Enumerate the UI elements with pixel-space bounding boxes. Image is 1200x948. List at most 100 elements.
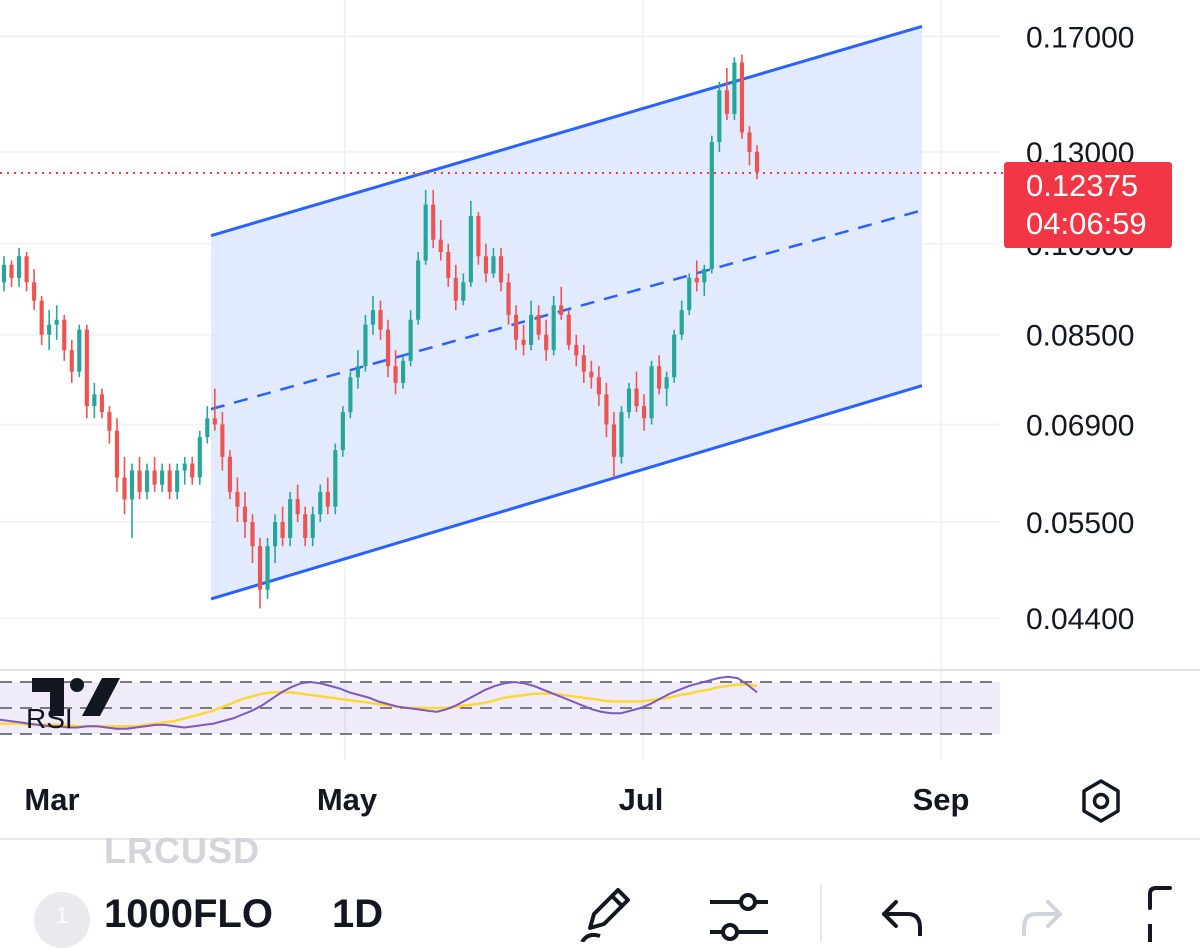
candle-body <box>739 62 745 133</box>
candle-body <box>717 90 722 143</box>
toolbar-separator <box>820 884 822 942</box>
candle-body <box>709 142 714 270</box>
candle-body <box>634 388 639 407</box>
candle-body <box>333 450 338 507</box>
candle-body <box>626 388 632 413</box>
candle-body <box>303 514 308 538</box>
candle-body <box>544 334 549 351</box>
rsi-indicator-label[interactable]: RSI <box>26 703 73 734</box>
candle-body <box>423 204 428 261</box>
candle-body <box>114 430 120 478</box>
candle-body <box>54 319 59 325</box>
candle-body <box>641 406 647 419</box>
time-axis: Mar May Jul Sep <box>24 782 969 817</box>
candle-body <box>137 470 142 492</box>
candle-body <box>446 252 451 278</box>
candle-body <box>227 456 232 492</box>
candle-body <box>408 319 413 361</box>
candle-body <box>62 319 67 351</box>
regression-channel[interactable] <box>210 24 923 601</box>
candle-body <box>619 412 624 457</box>
bar-countdown: 04:06:59 <box>1026 206 1147 241</box>
candle-body <box>461 282 466 301</box>
candle-body <box>1 264 7 283</box>
symbol-name[interactable]: 1000FLO <box>104 892 273 936</box>
candle-body <box>431 204 436 240</box>
price-tick-label: 0.05500 <box>1026 507 1134 540</box>
price-tick-label: 0.06900 <box>1026 409 1134 442</box>
candle-body <box>416 260 421 320</box>
candle-body <box>295 499 300 515</box>
channel-upper-line <box>210 24 923 238</box>
candle-body <box>182 463 187 471</box>
rsi-signal-line <box>0 683 758 728</box>
candle-body <box>672 334 677 378</box>
candle-body <box>16 256 22 278</box>
candle-body <box>378 310 383 330</box>
candle-body <box>498 256 504 283</box>
candle-body <box>596 377 601 395</box>
candle-body <box>385 329 391 367</box>
candle-body <box>99 394 104 413</box>
candle-body <box>754 151 760 173</box>
candle-body <box>694 277 699 283</box>
redo-arrow-icon <box>1022 900 1062 936</box>
candle-body <box>235 491 240 507</box>
candle-body <box>393 366 398 383</box>
candle-body <box>47 324 52 335</box>
pencil-icon[interactable] <box>578 882 638 942</box>
candle-body <box>747 132 752 152</box>
last-price-value: 0.12375 <box>1026 168 1139 203</box>
candle-body <box>340 412 345 451</box>
candle-body <box>476 215 481 257</box>
candle-body <box>604 394 609 425</box>
candle-body <box>679 310 684 335</box>
sliders-icon[interactable] <box>706 888 772 942</box>
candle-body <box>513 314 519 340</box>
toolbar-divider <box>0 838 1200 840</box>
candle-body <box>32 282 37 301</box>
candle-body <box>529 314 534 345</box>
candle-body <box>363 324 368 367</box>
candle-body <box>129 470 135 500</box>
candle-body <box>657 366 662 389</box>
candle-body <box>24 256 29 283</box>
settings-hexagon-icon[interactable] <box>1078 778 1124 824</box>
candle-body <box>197 437 202 478</box>
previous-symbol: LRCUSD <box>104 830 260 871</box>
rsi-pane <box>0 675 1000 735</box>
candle-body <box>724 90 729 114</box>
chart-canvas[interactable]: 0.170000.130000.105000.085000.069000.055… <box>0 0 1200 842</box>
interval-button[interactable]: 1D <box>332 892 384 936</box>
price-tick-label: 0.17000 <box>1026 21 1134 54</box>
time-tick-label: Mar <box>24 782 79 817</box>
candle-body <box>566 314 571 345</box>
candle-body <box>355 366 360 378</box>
price-tick-label: 0.08500 <box>1026 320 1134 353</box>
candle-body <box>212 418 217 425</box>
candle-body <box>265 546 270 590</box>
candle-body <box>574 344 579 356</box>
candle-body <box>702 269 707 283</box>
candle-body <box>732 62 737 114</box>
last-price-tag: 0.12375 04:06:59 <box>1004 162 1172 248</box>
channel-lower-line <box>210 384 923 601</box>
price-axis: 0.170000.130000.105000.085000.069000.055… <box>1026 21 1134 636</box>
candle-body <box>506 282 511 315</box>
undo-arrow-icon[interactable] <box>878 896 926 936</box>
candle-body <box>190 463 195 478</box>
channel-median-line <box>210 209 923 411</box>
candle-body <box>453 277 458 301</box>
candle-body <box>144 470 150 492</box>
tradingview-logo <box>32 678 120 716</box>
candle-body <box>205 418 210 438</box>
time-tick-label: Jul <box>619 782 664 817</box>
candle-body <box>175 470 180 492</box>
candle-body <box>649 366 654 419</box>
fullscreen-corner-icon[interactable] <box>1146 884 1200 942</box>
candle-body <box>9 264 14 278</box>
candle-body <box>468 215 473 283</box>
candle-body <box>39 300 44 335</box>
candle-body <box>325 491 330 507</box>
candle-body <box>664 377 669 389</box>
